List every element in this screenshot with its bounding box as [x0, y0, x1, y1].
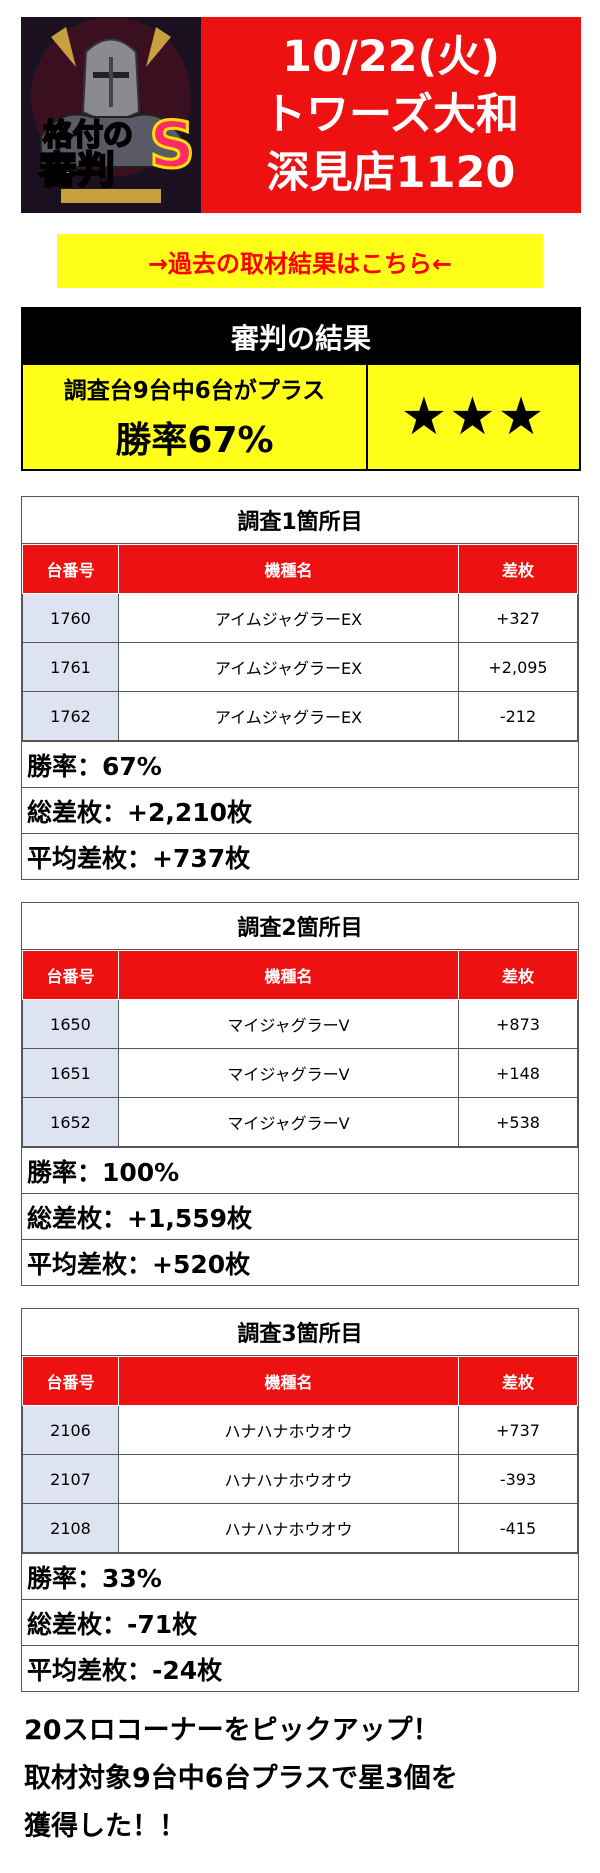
coin-diff: -393 [458, 1454, 578, 1504]
table-row: 1650 マイジャグラーV +873 [22, 999, 578, 1049]
store-name-line1: トワーズ大和 [263, 90, 519, 140]
survey-table: 台番号 機種名 差枚 1760 アイムジャグラーEX +327 1761 アイム… [22, 544, 578, 741]
coin-diff: +327 [458, 593, 578, 643]
judgement-result-box: 審判の結果 調査台9台中6台がプラス 勝率67% ★★★ [21, 307, 581, 471]
survey-average-diff: 平均差枚：+737枚 [22, 833, 578, 879]
survey-total-diff: 総差枚：-71枚 [22, 1599, 578, 1645]
col-header-model: 機種名 [118, 544, 459, 594]
machine-number: 1761 [22, 642, 119, 692]
table-row: 1761 アイムジャグラーEX +2,095 [22, 642, 578, 692]
machine-model: ハナハナホウオウ [118, 1454, 459, 1504]
survey-average-diff: 平均差枚：-24枚 [22, 1645, 578, 1691]
table-header-row: 台番号 機種名 差枚 [22, 544, 578, 594]
machine-model: アイムジャグラーEX [118, 642, 459, 692]
col-header-num: 台番号 [22, 544, 119, 594]
kakuzuke-no-shinpan-logo: S 格付の 審判 [21, 17, 201, 213]
judgement-heading: 審判の結果 [23, 309, 579, 365]
coin-diff: -212 [458, 691, 578, 741]
footer-summary: 20スロコーナーをピックアップ！ 取材対象9台中6台プラスで星3個を 獲得した！… [24, 1707, 584, 1851]
machine-model: アイムジャグラーEX [118, 593, 459, 643]
table-row: 1762 アイムジャグラーEX -212 [22, 691, 578, 741]
table-row: 2106 ハナハナホウオウ +737 [22, 1405, 578, 1455]
machine-model: マイジャグラーV [118, 999, 459, 1049]
machine-number: 1762 [22, 691, 119, 741]
machine-model: マイジャグラーV [118, 1097, 459, 1147]
past-results-link[interactable]: →過去の取材結果はこちら← [57, 234, 543, 288]
store-name-line2: 深見店1120 [266, 148, 516, 198]
machine-number: 2106 [22, 1405, 119, 1455]
col-header-num: 台番号 [22, 1356, 119, 1406]
col-header-model: 機種名 [118, 1356, 459, 1406]
table-row: 2107 ハナハナホウオウ -393 [22, 1454, 578, 1504]
coin-diff: +873 [458, 999, 578, 1049]
survey-winrate: 勝率：100% [22, 1147, 578, 1193]
survey-average-diff: 平均差枚：+520枚 [22, 1239, 578, 1285]
machine-number: 2108 [22, 1503, 119, 1553]
table-row: 1760 アイムジャグラーEX +327 [22, 593, 578, 643]
col-header-diff: 差枚 [458, 1356, 578, 1406]
judgement-summary-panel: 調査台9台中6台がプラス 勝率67% [23, 365, 368, 469]
star-rating: ★★★ [368, 365, 579, 469]
col-header-diff: 差枚 [458, 950, 578, 1000]
judgement-winrate: 勝率67% [115, 420, 274, 461]
judgement-summary: 調査台9台中6台がプラス [63, 378, 326, 404]
survey-title: 調査1箇所目 [22, 497, 578, 544]
survey-table: 台番号 機種名 差枚 2106 ハナハナホウオウ +737 2107 ハナハナホ… [22, 1356, 578, 1553]
col-header-model: 機種名 [118, 950, 459, 1000]
survey-winrate: 勝率：33% [22, 1553, 578, 1599]
footer-line-2: 取材対象9台中6台プラスで星3個を [24, 1763, 458, 1794]
knight-logo-icon: S 格付の 審判 [21, 17, 201, 213]
logo-title-2: 審判 [38, 148, 115, 192]
table-row: 1652 マイジャグラーV +538 [22, 1097, 578, 1147]
table-row: 2108 ハナハナホウオウ -415 [22, 1503, 578, 1553]
event-date: 10/22(火) [282, 32, 500, 82]
survey-title: 調査2箇所目 [22, 903, 578, 950]
machine-number: 1652 [22, 1097, 119, 1147]
machine-model: マイジャグラーV [118, 1048, 459, 1098]
col-header-diff: 差枚 [458, 544, 578, 594]
table-row: 1651 マイジャグラーV +148 [22, 1048, 578, 1098]
machine-model: ハナハナホウオウ [118, 1503, 459, 1553]
machine-model: ハナハナホウオウ [118, 1405, 459, 1455]
table-header-row: 台番号 機種名 差枚 [22, 950, 578, 1000]
coin-diff: +538 [458, 1097, 578, 1147]
survey-title: 調査3箇所目 [22, 1309, 578, 1356]
footer-line-3: 獲得した！！ [24, 1811, 186, 1842]
survey-table: 台番号 機種名 差枚 1650 マイジャグラーV +873 1651 マイジャグ… [22, 950, 578, 1147]
coin-diff: -415 [458, 1503, 578, 1553]
coin-diff: +737 [458, 1405, 578, 1455]
footer-line-1: 20スロコーナーをピックアップ！ [24, 1715, 440, 1746]
header-banner: S 格付の 審判 10/22(火) トワーズ大和 深見店1120 [21, 17, 581, 213]
machine-number: 2107 [22, 1454, 119, 1504]
survey-total-diff: 総差枚：+2,210枚 [22, 787, 578, 833]
logo-title-1: 格付の [43, 118, 133, 153]
machine-number: 1650 [22, 999, 119, 1049]
logo-letter: S [149, 109, 195, 183]
header-title: 10/22(火) トワーズ大和 深見店1120 [201, 17, 581, 213]
survey-total-diff: 総差枚：+1,559枚 [22, 1193, 578, 1239]
survey-winrate: 勝率：67% [22, 741, 578, 787]
machine-number: 1760 [22, 593, 119, 643]
col-header-num: 台番号 [22, 950, 119, 1000]
table-header-row: 台番号 機種名 差枚 [22, 1356, 578, 1406]
survey-block-1: 調査1箇所目 台番号 機種名 差枚 1760 アイムジャグラーEX +327 1… [21, 496, 579, 880]
survey-block-3: 調査3箇所目 台番号 機種名 差枚 2106 ハナハナホウオウ +737 210… [21, 1308, 579, 1692]
machine-number: 1651 [22, 1048, 119, 1098]
machine-model: アイムジャグラーEX [118, 691, 459, 741]
coin-diff: +148 [458, 1048, 578, 1098]
survey-block-2: 調査2箇所目 台番号 機種名 差枚 1650 マイジャグラーV +873 165… [21, 902, 579, 1286]
coin-diff: +2,095 [458, 642, 578, 692]
